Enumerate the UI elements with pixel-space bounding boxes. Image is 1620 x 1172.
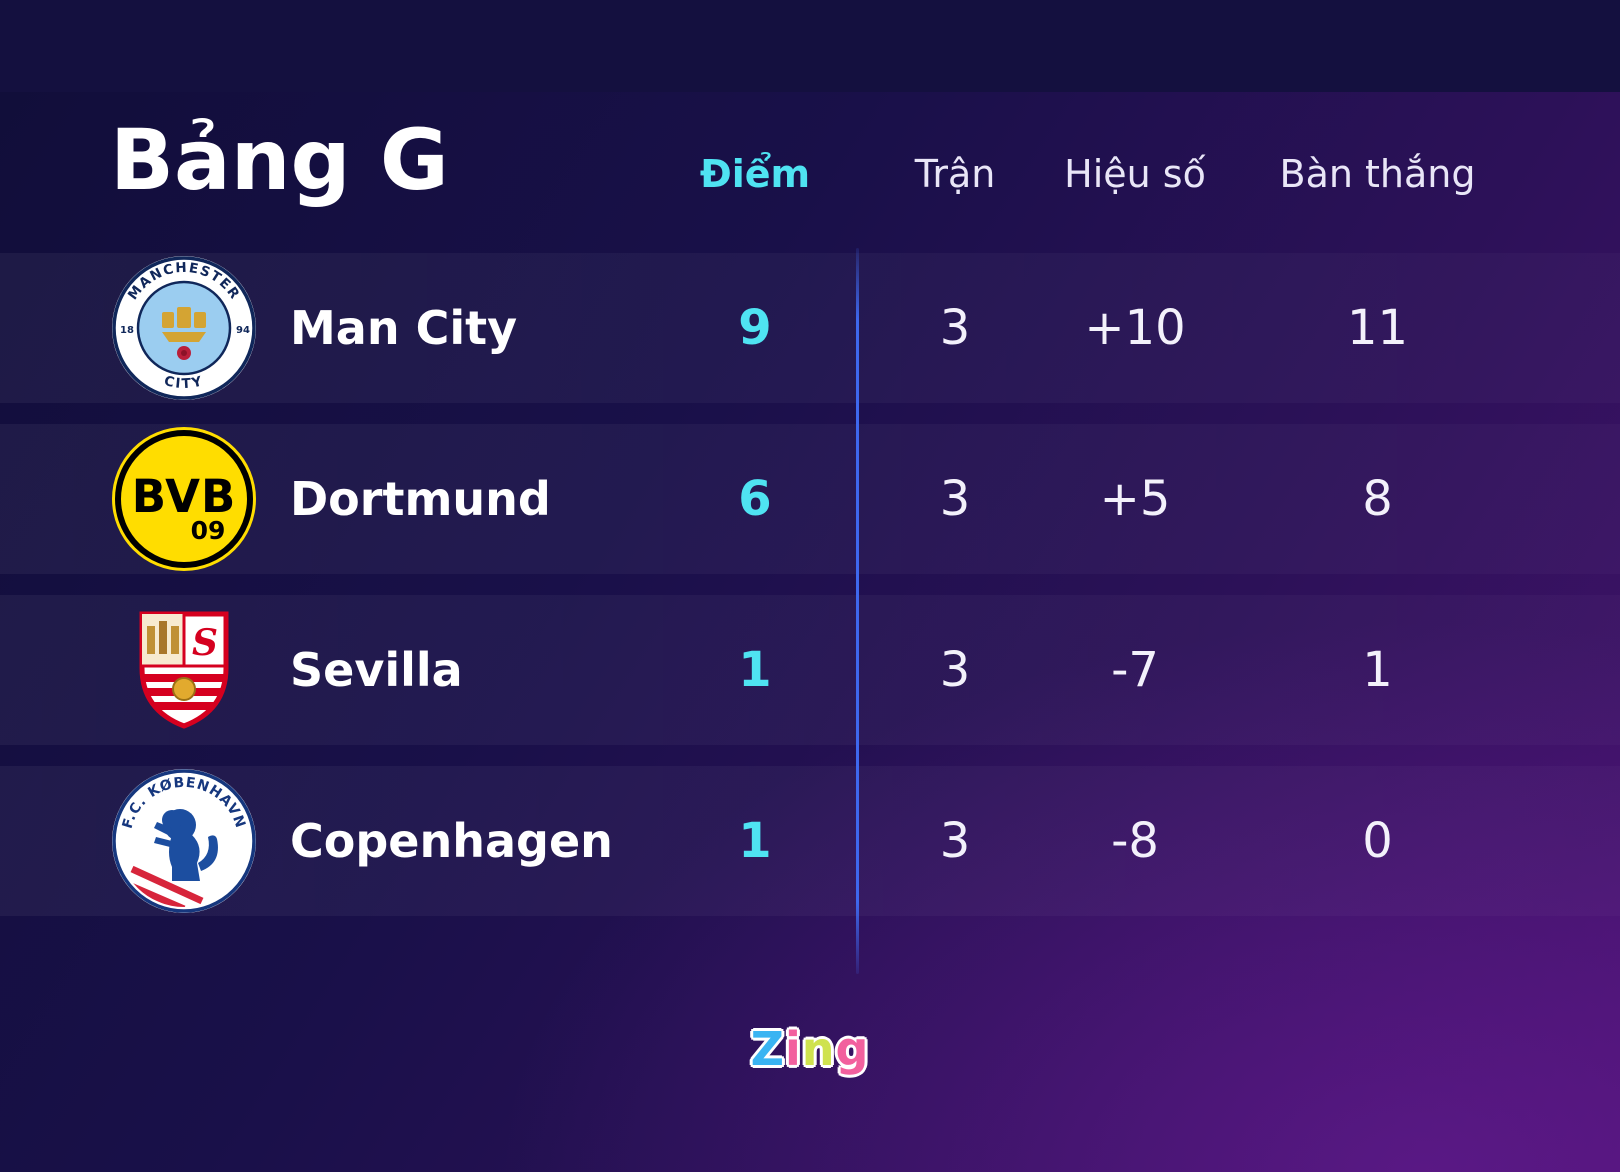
table-body: MANCHESTER CITY 18 94 (0, 253, 1620, 916)
zing-logo: Zing (0, 1022, 1620, 1076)
svg-text:18: 18 (120, 325, 134, 336)
zing-letter: n (801, 1022, 836, 1076)
svg-text:94: 94 (236, 325, 250, 336)
column-header-goals: Bàn thắng (1279, 152, 1476, 196)
team-name: Man City (290, 301, 518, 355)
team-matches: 3 (939, 813, 971, 869)
column-header-diff: Hiệu số (1064, 152, 1206, 196)
svg-text:S: S (192, 622, 218, 664)
column-divider-line (856, 248, 859, 974)
team-points: 1 (738, 642, 772, 698)
team-goals: 1 (1362, 642, 1393, 698)
team-goal-diff: +5 (1099, 471, 1171, 527)
team-goal-diff: -8 (1111, 813, 1159, 869)
table-row: BVB 09 Dortmund 6 3 +5 8 (0, 424, 1620, 574)
team-name: Dortmund (290, 472, 551, 526)
zing-letter: i (784, 1022, 802, 1076)
table-row: S Sevilla 1 3 -7 1 (0, 595, 1620, 745)
team-points: 1 (738, 813, 772, 869)
table-row: MANCHESTER CITY 18 94 (0, 253, 1620, 403)
zing-letter: g (835, 1022, 870, 1076)
copenhagen-logo: F.C. KØBENHAVN (110, 767, 258, 915)
team-goal-diff: -7 (1111, 642, 1159, 698)
team-goals: 0 (1362, 813, 1393, 869)
svg-text:BVB: BVB (132, 470, 237, 523)
team-points: 9 (738, 300, 772, 356)
dortmund-logo: BVB 09 (110, 425, 258, 573)
column-header-matches: Trận (914, 152, 996, 196)
man-city-logo: MANCHESTER CITY 18 94 (110, 254, 258, 402)
group-standings-infographic: Bảng G Điểm Trận Hiệu số Bàn thắng MA (0, 92, 1620, 1172)
team-goals: 11 (1346, 300, 1409, 356)
table-row: F.C. KØBENHAVN (0, 766, 1620, 916)
team-matches: 3 (939, 471, 971, 527)
team-goals: 8 (1362, 471, 1393, 527)
sevilla-logo: S (110, 596, 258, 744)
table-header: Bảng G Điểm Trận Hiệu số Bàn thắng (0, 92, 1620, 202)
team-goal-diff: +10 (1084, 300, 1186, 356)
team-matches: 3 (939, 642, 971, 698)
team-name: Sevilla (290, 643, 463, 697)
team-points: 6 (738, 471, 772, 527)
column-header-points: Điểm (699, 152, 811, 196)
team-matches: 3 (939, 300, 971, 356)
page-title: Bảng G (110, 111, 449, 209)
svg-text:CITY: CITY (162, 373, 205, 392)
svg-text:09: 09 (191, 516, 226, 545)
team-name: Copenhagen (290, 814, 613, 868)
zing-letter: Z (750, 1022, 785, 1076)
